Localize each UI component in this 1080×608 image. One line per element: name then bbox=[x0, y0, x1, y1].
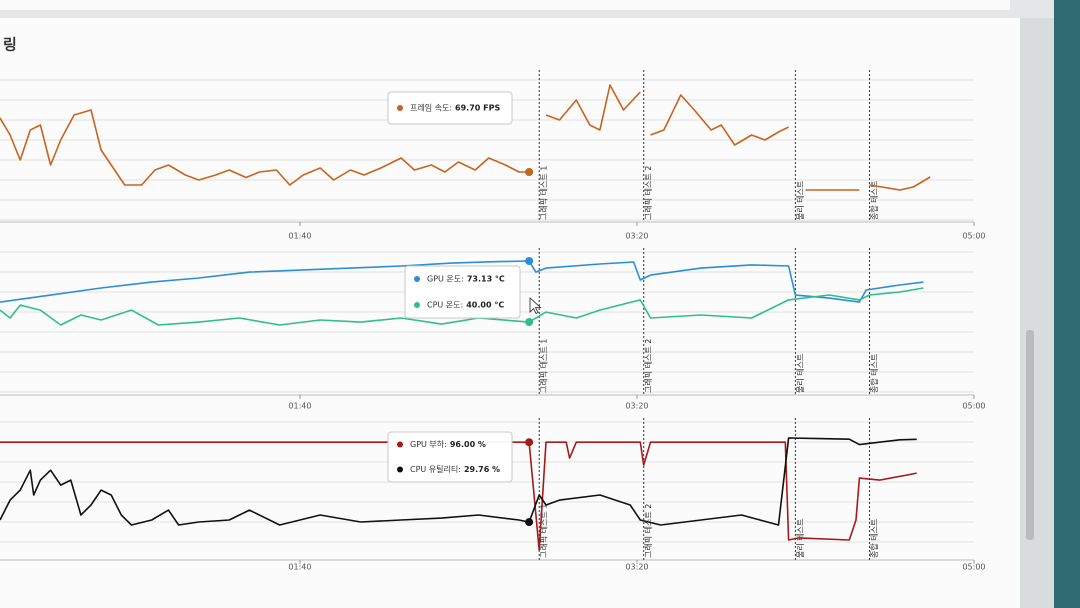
tooltip-swatch bbox=[414, 302, 420, 308]
x-tick-label: 03:20 bbox=[625, 563, 648, 572]
tooltip-swatch bbox=[397, 441, 403, 448]
tooltip-label: CPU 온도: bbox=[427, 301, 463, 310]
event-label: 그래픽 테스트 2 bbox=[643, 504, 653, 558]
desktop-edge bbox=[1054, 0, 1080, 608]
tooltip-swatch bbox=[414, 276, 420, 282]
event-label: 물리 테스트 bbox=[796, 181, 805, 220]
event-label: 종합 테스트 bbox=[870, 354, 879, 393]
hover-point bbox=[525, 168, 534, 176]
scrollbar[interactable] bbox=[1026, 330, 1034, 540]
tooltip-label: GPU 부하: bbox=[410, 439, 447, 449]
x-tick-label: 03:20 bbox=[625, 402, 648, 411]
event-label: 그래픽 테스트 2 bbox=[643, 339, 653, 393]
x-tick-label: 05:00 bbox=[962, 402, 985, 411]
series-line bbox=[0, 84, 931, 191]
series-line bbox=[0, 437, 917, 526]
tooltip-swatch bbox=[397, 105, 403, 111]
x-tick-label: 05:00 bbox=[962, 563, 985, 572]
hover-point bbox=[525, 257, 534, 265]
x-tick-label: 05:00 bbox=[962, 232, 985, 241]
tooltip-value: 73.13 °C bbox=[467, 275, 505, 284]
tooltip-label: CPU 유틸리티: bbox=[410, 464, 461, 474]
x-tick-label: 01:40 bbox=[288, 563, 311, 572]
event-label: 물리 테스트 bbox=[796, 354, 805, 393]
tooltip-swatch bbox=[397, 466, 403, 473]
tooltip-box bbox=[387, 431, 513, 483]
tooltip-box bbox=[404, 265, 521, 319]
x-tick-label: 03:20 bbox=[625, 232, 648, 241]
event-label: 종합 테스트 bbox=[870, 519, 879, 558]
tooltip-value: 96.00 % bbox=[450, 440, 486, 449]
tooltip-box bbox=[387, 91, 513, 125]
x-tick-label: 01:40 bbox=[288, 402, 311, 411]
hover-point bbox=[525, 438, 534, 447]
tooltip-value: 29.76 % bbox=[464, 465, 500, 474]
tooltip-value: 69.70 FPS bbox=[455, 104, 500, 113]
x-tick-label: 01:40 bbox=[288, 232, 311, 241]
page-title: 링 bbox=[3, 36, 17, 54]
event-label: 그래픽 테스트 1 bbox=[539, 504, 549, 558]
top-card bbox=[0, 0, 1010, 10]
tooltip-value: 40.00 °C bbox=[466, 301, 504, 310]
tooltip-label: 프레임 속도: bbox=[410, 104, 452, 113]
event-label: 그래픽 테스트 2 bbox=[643, 166, 653, 220]
series-line bbox=[0, 287, 924, 326]
tooltip-label: GPU 온도: bbox=[427, 275, 464, 284]
hover-point bbox=[525, 518, 534, 527]
event-label: 종합 테스트 bbox=[870, 181, 879, 220]
hover-point bbox=[525, 318, 534, 327]
event-label: 그래픽 테스트 1 bbox=[539, 166, 549, 220]
page-margin bbox=[1020, 18, 1054, 608]
mouse-cursor bbox=[529, 297, 542, 315]
event-label: 그래픽 테스트 1 bbox=[539, 339, 549, 393]
